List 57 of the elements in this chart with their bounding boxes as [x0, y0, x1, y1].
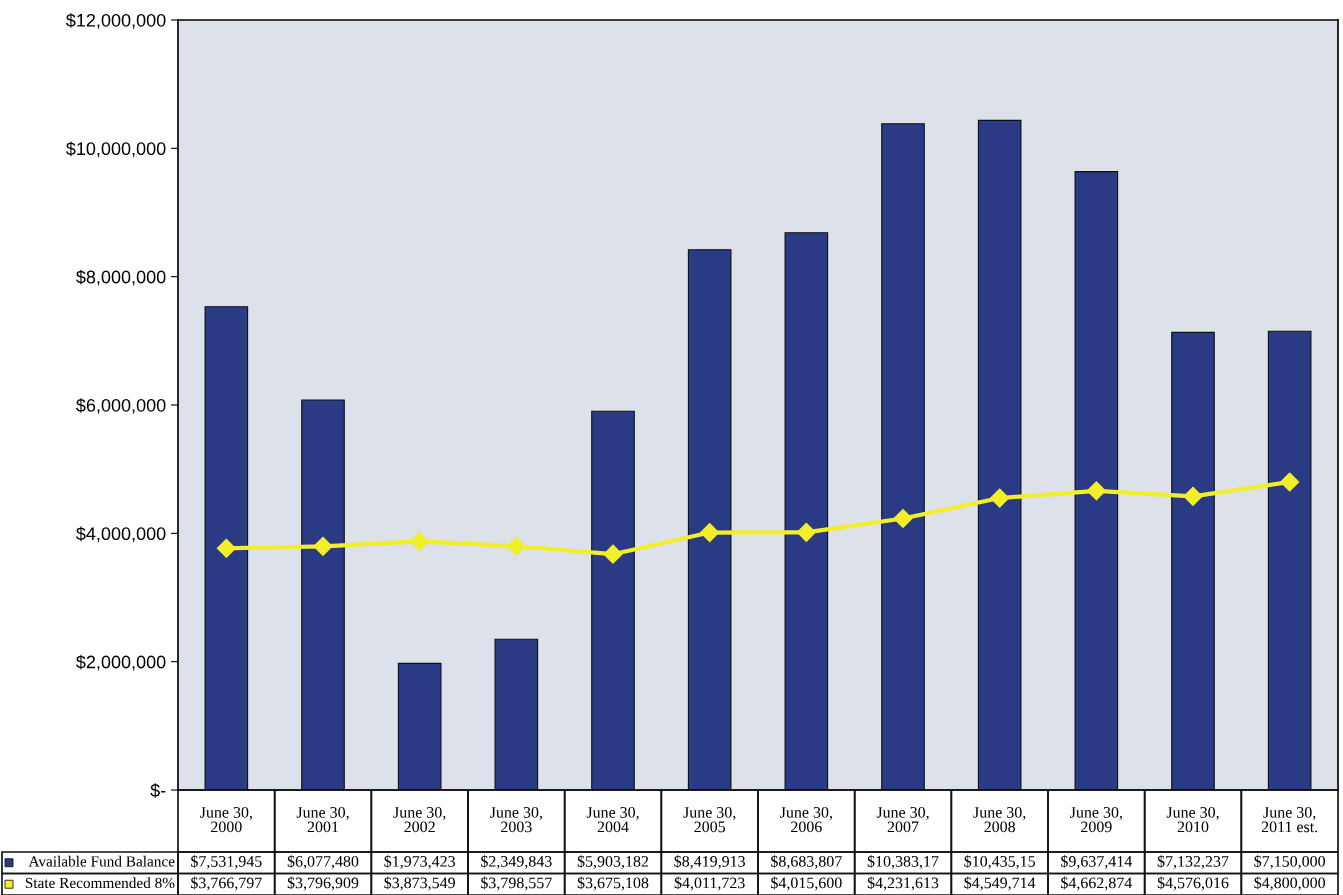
point: [700, 523, 720, 543]
x-tick-label: June 30, 2000: [200, 806, 252, 833]
data-label: $7,150,000: [1254, 855, 1325, 870]
data-label: $3,873,549: [384, 876, 455, 891]
point: [1280, 472, 1300, 492]
point: [796, 522, 816, 542]
y-tick-label: $6,000,000: [76, 398, 166, 414]
point: [603, 544, 623, 564]
x-tick-label: June 30, 2010: [1166, 806, 1219, 833]
point: [1183, 486, 1203, 506]
data-label: $4,015,600: [771, 876, 842, 891]
point: [1086, 481, 1106, 501]
y-tick-label: $4,000,000: [76, 526, 166, 543]
x-tick-label: June 30, 2006: [780, 806, 832, 833]
data-label: $1,973,423: [384, 855, 455, 870]
data-label: $4,011,723: [674, 876, 745, 891]
point: [410, 531, 430, 551]
x-tick-label: June 30, 2002: [393, 806, 446, 833]
x-tick-label: June 30, 2008: [973, 806, 1026, 833]
legend-label: Available Fund Balance: [28, 855, 175, 867]
data-label: $6,077,480: [287, 855, 359, 870]
data-label: $3,766,797: [191, 876, 262, 891]
data-label: $8,419,913: [674, 855, 745, 870]
data-label: $3,798,557: [481, 876, 552, 891]
x-tick-label: June 30, 2005: [683, 806, 736, 833]
data-label: $4,800,000: [1254, 876, 1325, 891]
data-label: $4,662,874: [1061, 876, 1133, 891]
data-label: $4,549,714: [964, 876, 1036, 891]
data-label: $9,637,414: [1061, 855, 1133, 870]
data-label: $4,576,016: [1157, 876, 1229, 891]
x-tick-label: June 30, 2009: [1070, 806, 1122, 833]
point: [506, 536, 526, 556]
x-tick-label: June 30, 2001: [296, 806, 349, 833]
y-tick-label: $10,000,000: [65, 141, 166, 158]
point: [893, 508, 913, 529]
y-tick-label: $-: [150, 783, 166, 798]
data-label: $5,903,182: [577, 855, 649, 870]
x-tick-label: June 30, 2011 est.: [1261, 806, 1318, 833]
point: [990, 488, 1010, 508]
y-tick-label: $8,000,000: [76, 269, 166, 286]
data-label: $8,683,807: [771, 855, 842, 870]
data-label: $7,132,237: [1157, 855, 1229, 870]
x-tick-label: June 30, 2007: [876, 806, 929, 833]
data-label: $10,383,17: [867, 855, 939, 870]
data-label: $7,531,945: [191, 855, 262, 870]
y-tick-label: $2,000,000: [76, 654, 166, 671]
data-label: $3,675,108: [577, 876, 649, 891]
point: [313, 536, 333, 556]
data-label: $3,796,909: [287, 876, 359, 891]
point: [216, 538, 236, 558]
x-tick-label: June 30, 2004: [586, 806, 639, 833]
y-tick-label: $12,000,000: [65, 13, 166, 29]
data-label: $2,349,843: [481, 855, 552, 870]
data-label: $10,435,15: [964, 855, 1035, 870]
data-label: $4,231,613: [867, 876, 939, 891]
legend-label: State Recommended 8%: [25, 877, 175, 889]
x-tick-label: June 30, 2003: [490, 806, 542, 833]
